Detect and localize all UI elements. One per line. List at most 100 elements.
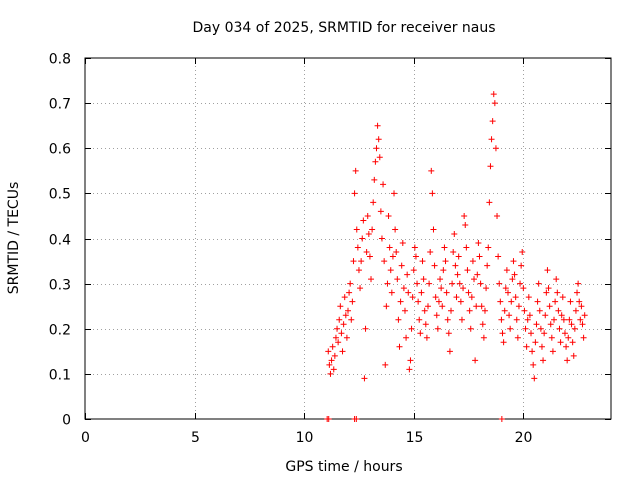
data-point [486,199,493,206]
data-point [496,280,503,287]
data-point [548,334,555,341]
data-point [446,348,453,355]
data-point [437,276,444,283]
data-point [347,280,354,287]
data-point [432,294,439,301]
data-point [503,267,510,274]
data-point [465,289,472,296]
data-point [567,298,574,305]
data-point [571,325,578,332]
data-point [433,312,440,319]
data-point [393,249,400,256]
data-point [581,312,588,319]
data-point [481,307,488,314]
data-point [566,316,573,323]
data-point [430,226,437,233]
data-point [509,276,516,283]
x-tick-label: 10 [296,430,314,446]
data-point [416,316,423,323]
data-point [400,285,407,292]
data-point [497,298,504,305]
y-tick-label: 0.1 [49,368,71,384]
data-point [491,100,498,107]
data-point [349,298,356,305]
y-tick-label: 0.5 [49,187,71,203]
data-point [534,298,541,305]
data-point [469,258,476,265]
data-point [368,276,375,283]
chart-title: Day 034 of 2025, SRMTID for receiver nau… [192,20,495,36]
data-point [506,312,513,319]
data-point [544,267,551,274]
data-point [396,343,403,350]
data-point [478,303,485,310]
data-point [357,285,364,292]
data-point [485,244,492,251]
data-point [492,145,499,152]
data-point [325,348,332,355]
data-point [451,230,458,237]
data-point [449,280,456,287]
data-point [353,226,360,233]
data-point [438,285,445,292]
data-point [352,167,359,174]
data-point [414,280,421,287]
data-point [404,271,411,278]
data-point [502,285,509,292]
y-tick-label: 0.7 [49,97,71,113]
data-point [371,176,378,183]
data-point [332,334,339,341]
data-point [374,122,381,129]
data-point [517,280,524,287]
data-point [568,321,575,328]
data-point [457,298,464,305]
data-point [330,366,337,373]
data-point [476,253,483,260]
data-point [373,145,380,152]
data-point [354,244,361,251]
data-point [514,334,521,341]
data-point [422,321,429,328]
x-axis-title: GPS time / hours [285,459,402,475]
data-point [428,167,435,174]
data-point [342,312,349,319]
data-point [381,258,388,265]
data-point [551,316,558,323]
data-point [327,370,334,377]
data-point [565,334,572,341]
data-point [507,325,514,332]
data-point [434,325,441,332]
data-point [448,307,455,314]
data-point [369,226,376,233]
data-point [518,262,525,269]
data-point [454,271,461,278]
data-point [574,289,581,296]
data-point [522,325,529,332]
data-point [382,361,389,368]
data-point [362,325,369,332]
data-point [498,316,505,323]
data-point [370,199,377,206]
data-point [462,221,469,228]
data-point [467,325,474,332]
data-point [445,330,452,337]
data-point [380,181,387,188]
data-point [540,357,547,364]
data-point [427,249,434,256]
data-point [366,253,373,260]
data-point [353,416,360,422]
data-point [515,303,522,310]
data-point [528,330,535,337]
data-point [490,91,497,98]
plot-frame [84,57,612,420]
data-point [455,253,462,260]
data-point [329,343,336,350]
data-point [441,244,448,251]
data-point [405,289,412,296]
data-point [511,271,518,278]
data-point [392,226,399,233]
data-point [398,262,405,269]
data-point [417,330,424,337]
data-point [384,280,391,287]
